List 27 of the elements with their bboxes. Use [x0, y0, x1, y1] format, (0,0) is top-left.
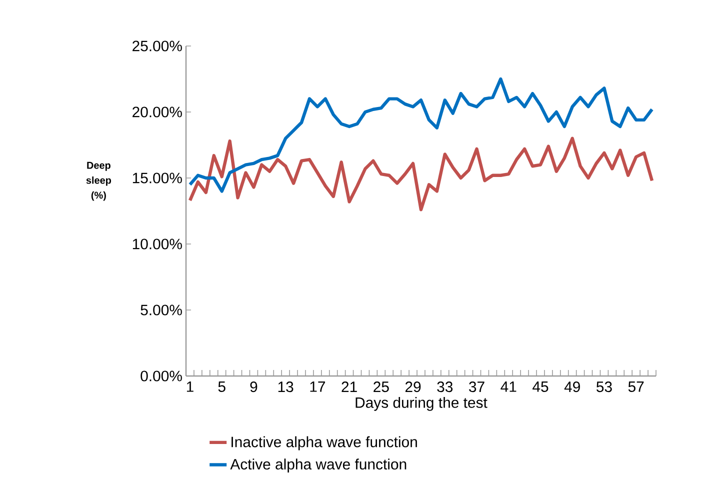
y-tick-label: 25.00%	[132, 40, 182, 52]
y-tick-label: 10.00%	[132, 238, 182, 250]
line-series	[188, 136, 654, 212]
x-tick-label: 21	[342, 382, 357, 392]
x-tick-label: 5	[218, 382, 226, 392]
x-tick-label: 29	[405, 382, 421, 392]
legend-label: Inactive alpha wave function	[232, 436, 417, 450]
x-tick-label: 9	[250, 382, 258, 392]
legend-label: Active alpha wave function	[230, 458, 406, 473]
y-tick-label: 20.00%	[132, 106, 182, 118]
y-axis-title: Deep sleep (%)	[86, 162, 112, 201]
x-tick-label: 57	[628, 382, 644, 392]
x-tick-label: 53	[596, 382, 612, 392]
y-tick-label: 5.00%	[140, 304, 182, 316]
x-tick-label: 45	[532, 382, 548, 392]
x-tick-label: 49	[564, 382, 580, 392]
y-tick-label: 0.00%	[140, 370, 182, 382]
x-tick-label: 33	[437, 382, 453, 392]
x-tick-label: 1	[186, 382, 194, 392]
x-tick-label: 41	[500, 382, 516, 392]
x-tick-label: 13	[278, 382, 294, 392]
x-tick-label: 17	[310, 382, 325, 392]
x-tick-label: 25	[374, 382, 389, 392]
line-series	[188, 77, 654, 193]
y-tick-label: 15.00%	[132, 172, 182, 184]
x-tick-label: 37	[469, 382, 484, 392]
x-axis-title: Days during the test	[356, 396, 488, 411]
